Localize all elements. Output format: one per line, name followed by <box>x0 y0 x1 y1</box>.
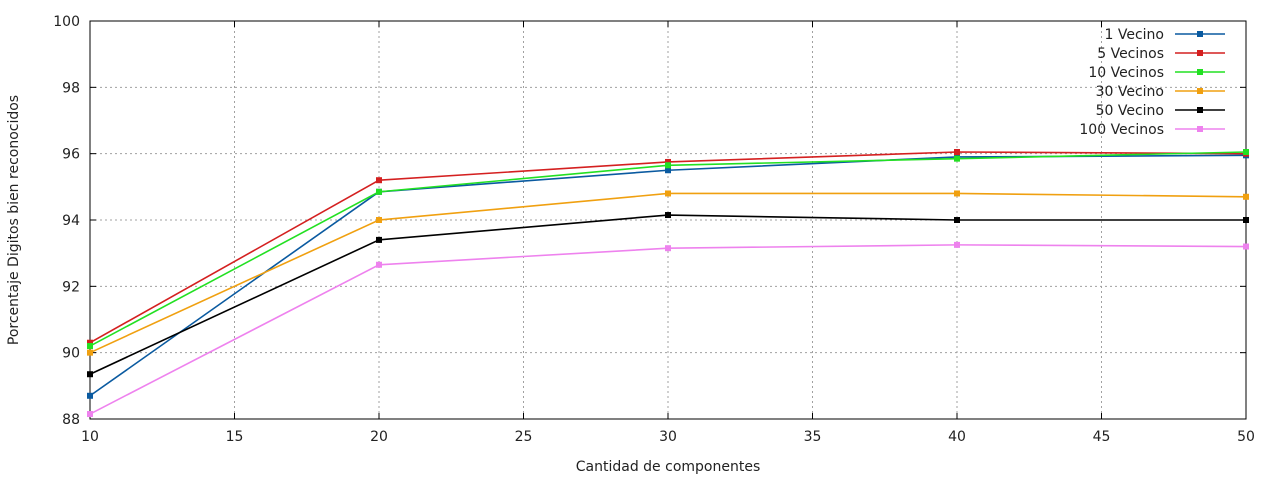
y-tick-label: 94 <box>62 213 80 229</box>
data-point <box>954 217 960 223</box>
legend-label: 100 Vecinos <box>1079 122 1164 138</box>
data-point <box>1243 193 1249 200</box>
y-tick-label: 90 <box>62 346 80 362</box>
data-point <box>954 190 960 197</box>
x-tick-label: 30 <box>659 429 677 445</box>
data-point <box>954 241 960 248</box>
x-tick-label: 50 <box>1237 429 1255 445</box>
legend-label: 1 Vecino <box>1105 27 1165 43</box>
data-point <box>954 155 960 162</box>
data-point <box>376 188 382 195</box>
data-point <box>376 261 382 268</box>
x-tick-label: 25 <box>515 429 533 445</box>
data-point <box>665 212 671 219</box>
legend: 1 Vecino 5 Vecinos 10 Vecinos 30 Vecino 50 V… <box>1079 27 1225 138</box>
x-tick-label: 40 <box>948 429 966 445</box>
y-tick-label: 92 <box>62 279 80 295</box>
data-point <box>665 158 671 165</box>
legend-label: 5 Vecinos <box>1097 46 1164 62</box>
y-tick-label: 96 <box>62 147 80 163</box>
data-point <box>87 392 93 399</box>
y-tick-label: 88 <box>62 412 80 428</box>
legend-label: 30 Vecino <box>1096 84 1164 100</box>
data-point <box>954 149 960 156</box>
data-point <box>87 411 93 418</box>
series <box>87 149 1249 418</box>
legend-swatch-marker <box>1197 50 1203 56</box>
legend-swatch-marker <box>1197 88 1203 94</box>
x-tick-label: 45 <box>1093 429 1111 445</box>
x-tick-label: 20 <box>370 429 388 445</box>
data-point <box>665 245 671 252</box>
series-line <box>89 244 1247 415</box>
data-point <box>665 190 671 197</box>
x-tick-label: 35 <box>804 429 822 445</box>
y-tick-label: 100 <box>53 14 80 30</box>
data-point <box>665 167 671 174</box>
series-line <box>89 214 1246 375</box>
x-tick-label: 15 <box>226 429 244 445</box>
data-point <box>376 217 382 223</box>
axis-ticks: 10 15 20 25 30 35 40 45 50 88 90 92 94 96 98 100 <box>53 14 1255 445</box>
grid <box>90 21 1246 419</box>
data-point <box>87 349 93 356</box>
legend-swatch-marker <box>1197 126 1203 132</box>
legend-label: 10 Vecinos <box>1088 65 1164 81</box>
data-point <box>1243 217 1249 223</box>
legend-swatch-marker <box>1197 31 1203 37</box>
data-point <box>87 343 93 350</box>
data-point <box>665 162 671 169</box>
data-point <box>376 236 382 243</box>
legend-label: 50 Vecino <box>1096 103 1164 119</box>
x-axis-label: Cantidad de componentes <box>576 459 760 475</box>
data-point <box>1243 243 1249 250</box>
data-point <box>87 371 93 378</box>
y-tick-label: 98 <box>62 80 80 96</box>
x-tick-label: 10 <box>81 429 99 445</box>
legend-swatch-marker <box>1197 107 1203 113</box>
data-point <box>376 177 382 184</box>
data-point <box>87 339 93 346</box>
legend-swatch-marker <box>1197 69 1203 75</box>
y-axis-label: Porcentaje Digitos bien reconocidos <box>6 95 22 345</box>
data-point <box>1243 149 1249 156</box>
